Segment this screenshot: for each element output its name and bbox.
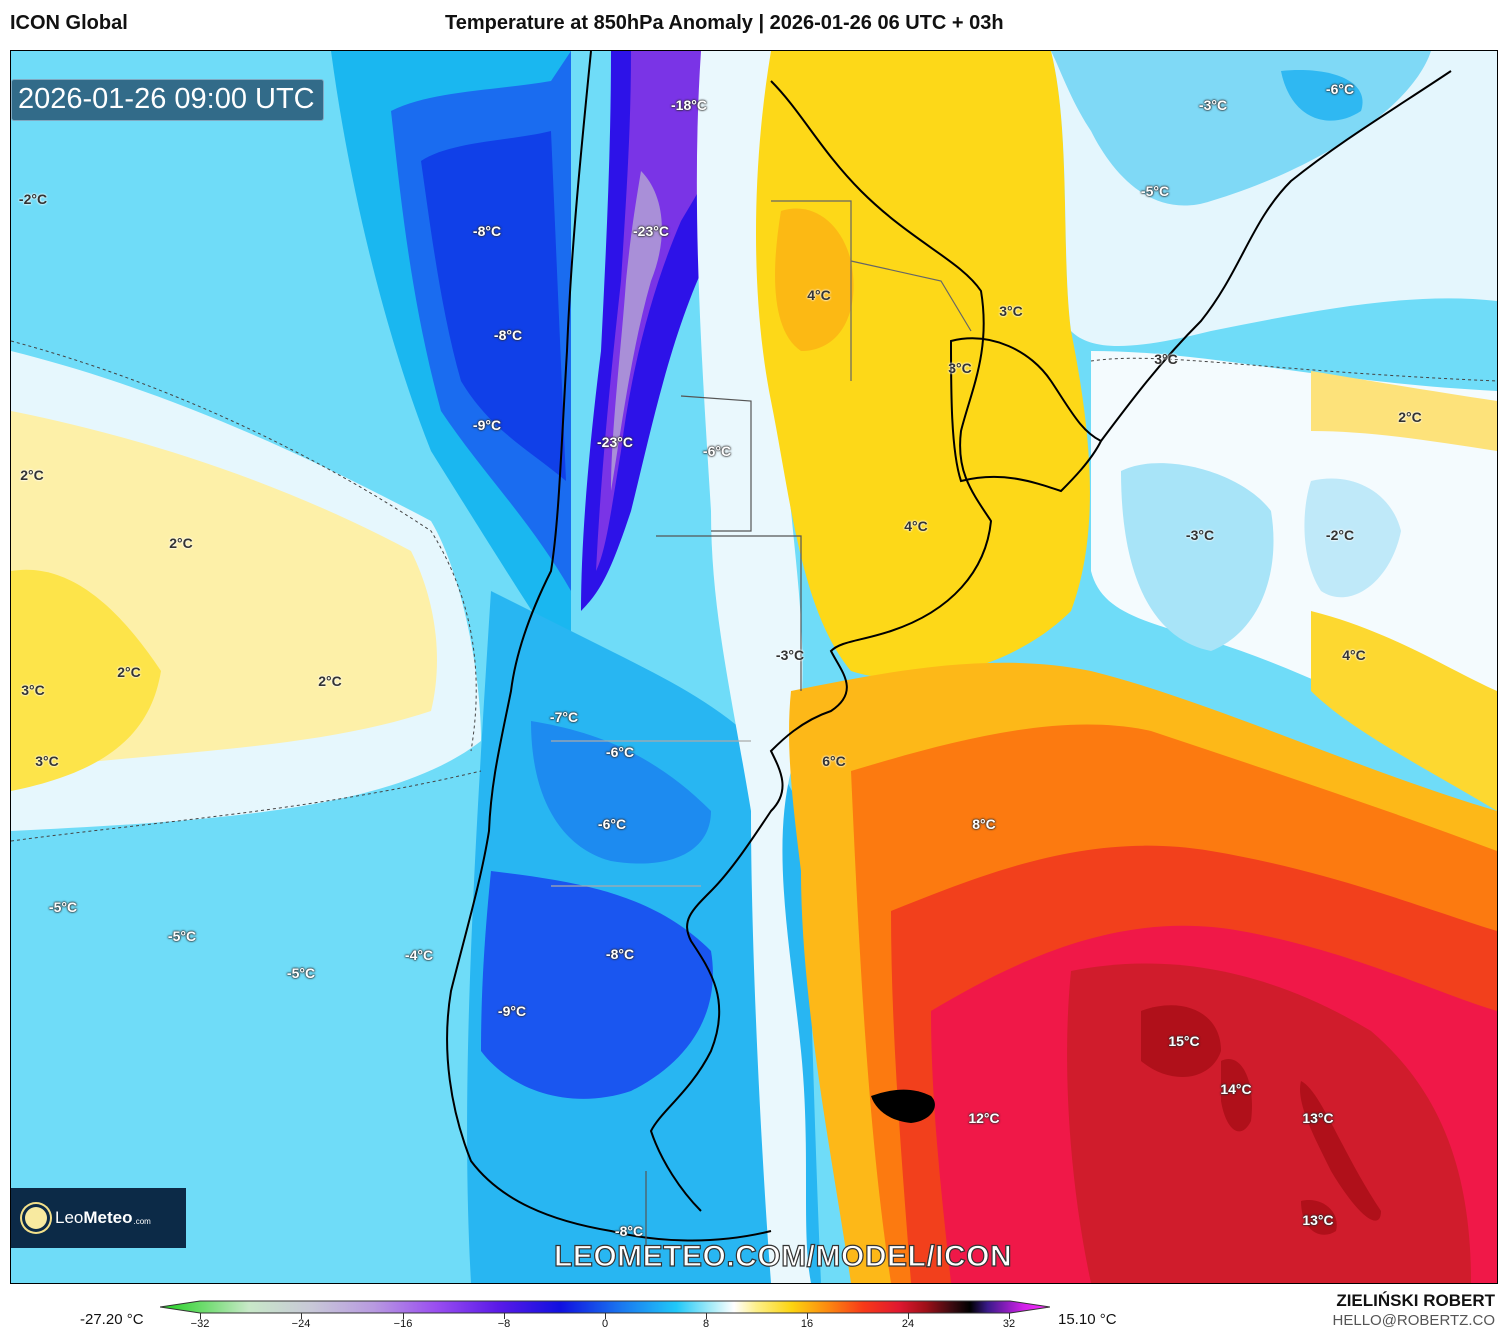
contour-label: 2°C [318, 673, 342, 689]
contour-label: 3°C [21, 682, 45, 698]
colorbar-min-label: -27.20 °C [80, 1311, 144, 1328]
contour-label: -9°C [497, 1003, 527, 1019]
contour-label: -2°C [18, 191, 48, 207]
colorbar-tick: −8 [497, 1318, 511, 1330]
colorbar [160, 1300, 1050, 1314]
contour-label: -8°C [614, 1223, 644, 1239]
contour-label: -9°C [472, 417, 502, 433]
site-watermark: LEOMETEO.COM/MODEL/ICON [553, 1239, 1013, 1273]
contour-label: -5°C [167, 928, 197, 944]
contour-label: 2°C [1398, 409, 1422, 425]
contour-label: -23°C [633, 223, 669, 239]
map-field [11, 51, 1497, 1283]
colorbar-tickmark [807, 1313, 808, 1319]
contour-label: 15°C [1168, 1033, 1200, 1049]
contour-label: 12°C [968, 1110, 1000, 1126]
leometeo-logo: Leo Meteo .com [11, 1188, 186, 1248]
colorbar-tickmark [504, 1313, 505, 1319]
contour-label: -4°C [404, 947, 434, 963]
contour-label: -5°C [48, 899, 78, 915]
author-email: HELLO@ROBERTZ.CO [1332, 1312, 1495, 1329]
colorbar-tick: −16 [393, 1318, 413, 1330]
contour-label: -8°C [605, 946, 635, 962]
contour-label: 2°C [20, 467, 44, 483]
contour-label: 8°C [972, 816, 996, 832]
anomaly-map: 2026-01-26 09:00 UTC -18°C -23°C -23°C -8°C… [10, 50, 1498, 1284]
logo-text-leo: Leo [55, 1208, 84, 1227]
contour-label: 14°C [1220, 1081, 1252, 1097]
contour-label: 3°C [948, 360, 972, 376]
colorbar-tickmark [908, 1313, 909, 1319]
contour-label: 13°C [1302, 1212, 1334, 1228]
contour-label: 3°C [999, 303, 1023, 319]
logo-text-meteo: Meteo [83, 1208, 133, 1227]
contour-label: -3°C [775, 647, 805, 663]
sun-icon [25, 1207, 47, 1229]
author-name: ZIELIŃSKI ROBERT [1336, 1291, 1495, 1310]
colorbar-tick: 0 [601, 1318, 609, 1330]
colorbar-tick: 16 [800, 1318, 814, 1330]
contour-label: 2°C [117, 664, 141, 680]
valid-time-badge: 2026-01-26 09:00 UTC [11, 79, 324, 121]
contour-label: -3°C [1185, 527, 1215, 543]
contour-label: 3°C [1154, 351, 1178, 367]
contour-label: -5°C [286, 965, 316, 981]
logo-text-com: .com [133, 1216, 151, 1226]
contour-label: 4°C [807, 287, 831, 303]
chart-title: Temperature at 850hPa Anomaly | 2026-01-… [445, 12, 1004, 34]
colorbar-tick: −24 [291, 1318, 311, 1330]
contour-label: -5°C [1140, 183, 1170, 199]
colorbar-tick: 24 [901, 1318, 915, 1330]
contour-label: -8°C [493, 327, 523, 343]
colorbar-max-label: 15.10 °C [1058, 1311, 1117, 1328]
colorbar-tickmark [301, 1313, 302, 1319]
contour-label: -3°C [1198, 97, 1228, 113]
colorbar-tick: −32 [190, 1318, 210, 1330]
author-block: ZIELIŃSKI ROBERT HELLO@ROBERTZ.CO [1333, 1291, 1495, 1329]
contour-label: 3°C [35, 753, 59, 769]
colorbar-ticks: −32 −24 −16 −8 0 8 16 24 32 [0, 1318, 1505, 1338]
contour-label: -18°C [671, 97, 707, 113]
contour-label: -7°C [549, 709, 579, 725]
colorbar-tickmark [200, 1313, 201, 1319]
colorbar-tick: 32 [1002, 1318, 1016, 1330]
colorbar-tickmark [706, 1313, 707, 1319]
colorbar-tickmark [605, 1313, 606, 1319]
contour-label: -6°C [605, 744, 635, 760]
colorbar-tick: 8 [702, 1318, 710, 1330]
contour-label: 6°C [822, 753, 846, 769]
contour-label: 4°C [1342, 647, 1366, 663]
contour-label: -6°C [597, 816, 627, 832]
colorbar-tickmark [403, 1313, 404, 1319]
model-name: ICON Global [10, 12, 128, 34]
colorbar-tickmark [1009, 1313, 1010, 1319]
contour-label: -2°C [1325, 527, 1355, 543]
contour-label: -23°C [597, 434, 633, 450]
contour-label: -6°C [1325, 81, 1355, 97]
contour-label: -8°C [472, 223, 502, 239]
contour-label: -6°C [702, 443, 732, 459]
contour-label: 2°C [169, 535, 193, 551]
contour-label: 4°C [904, 518, 928, 534]
contour-label: 13°C [1302, 1110, 1334, 1126]
